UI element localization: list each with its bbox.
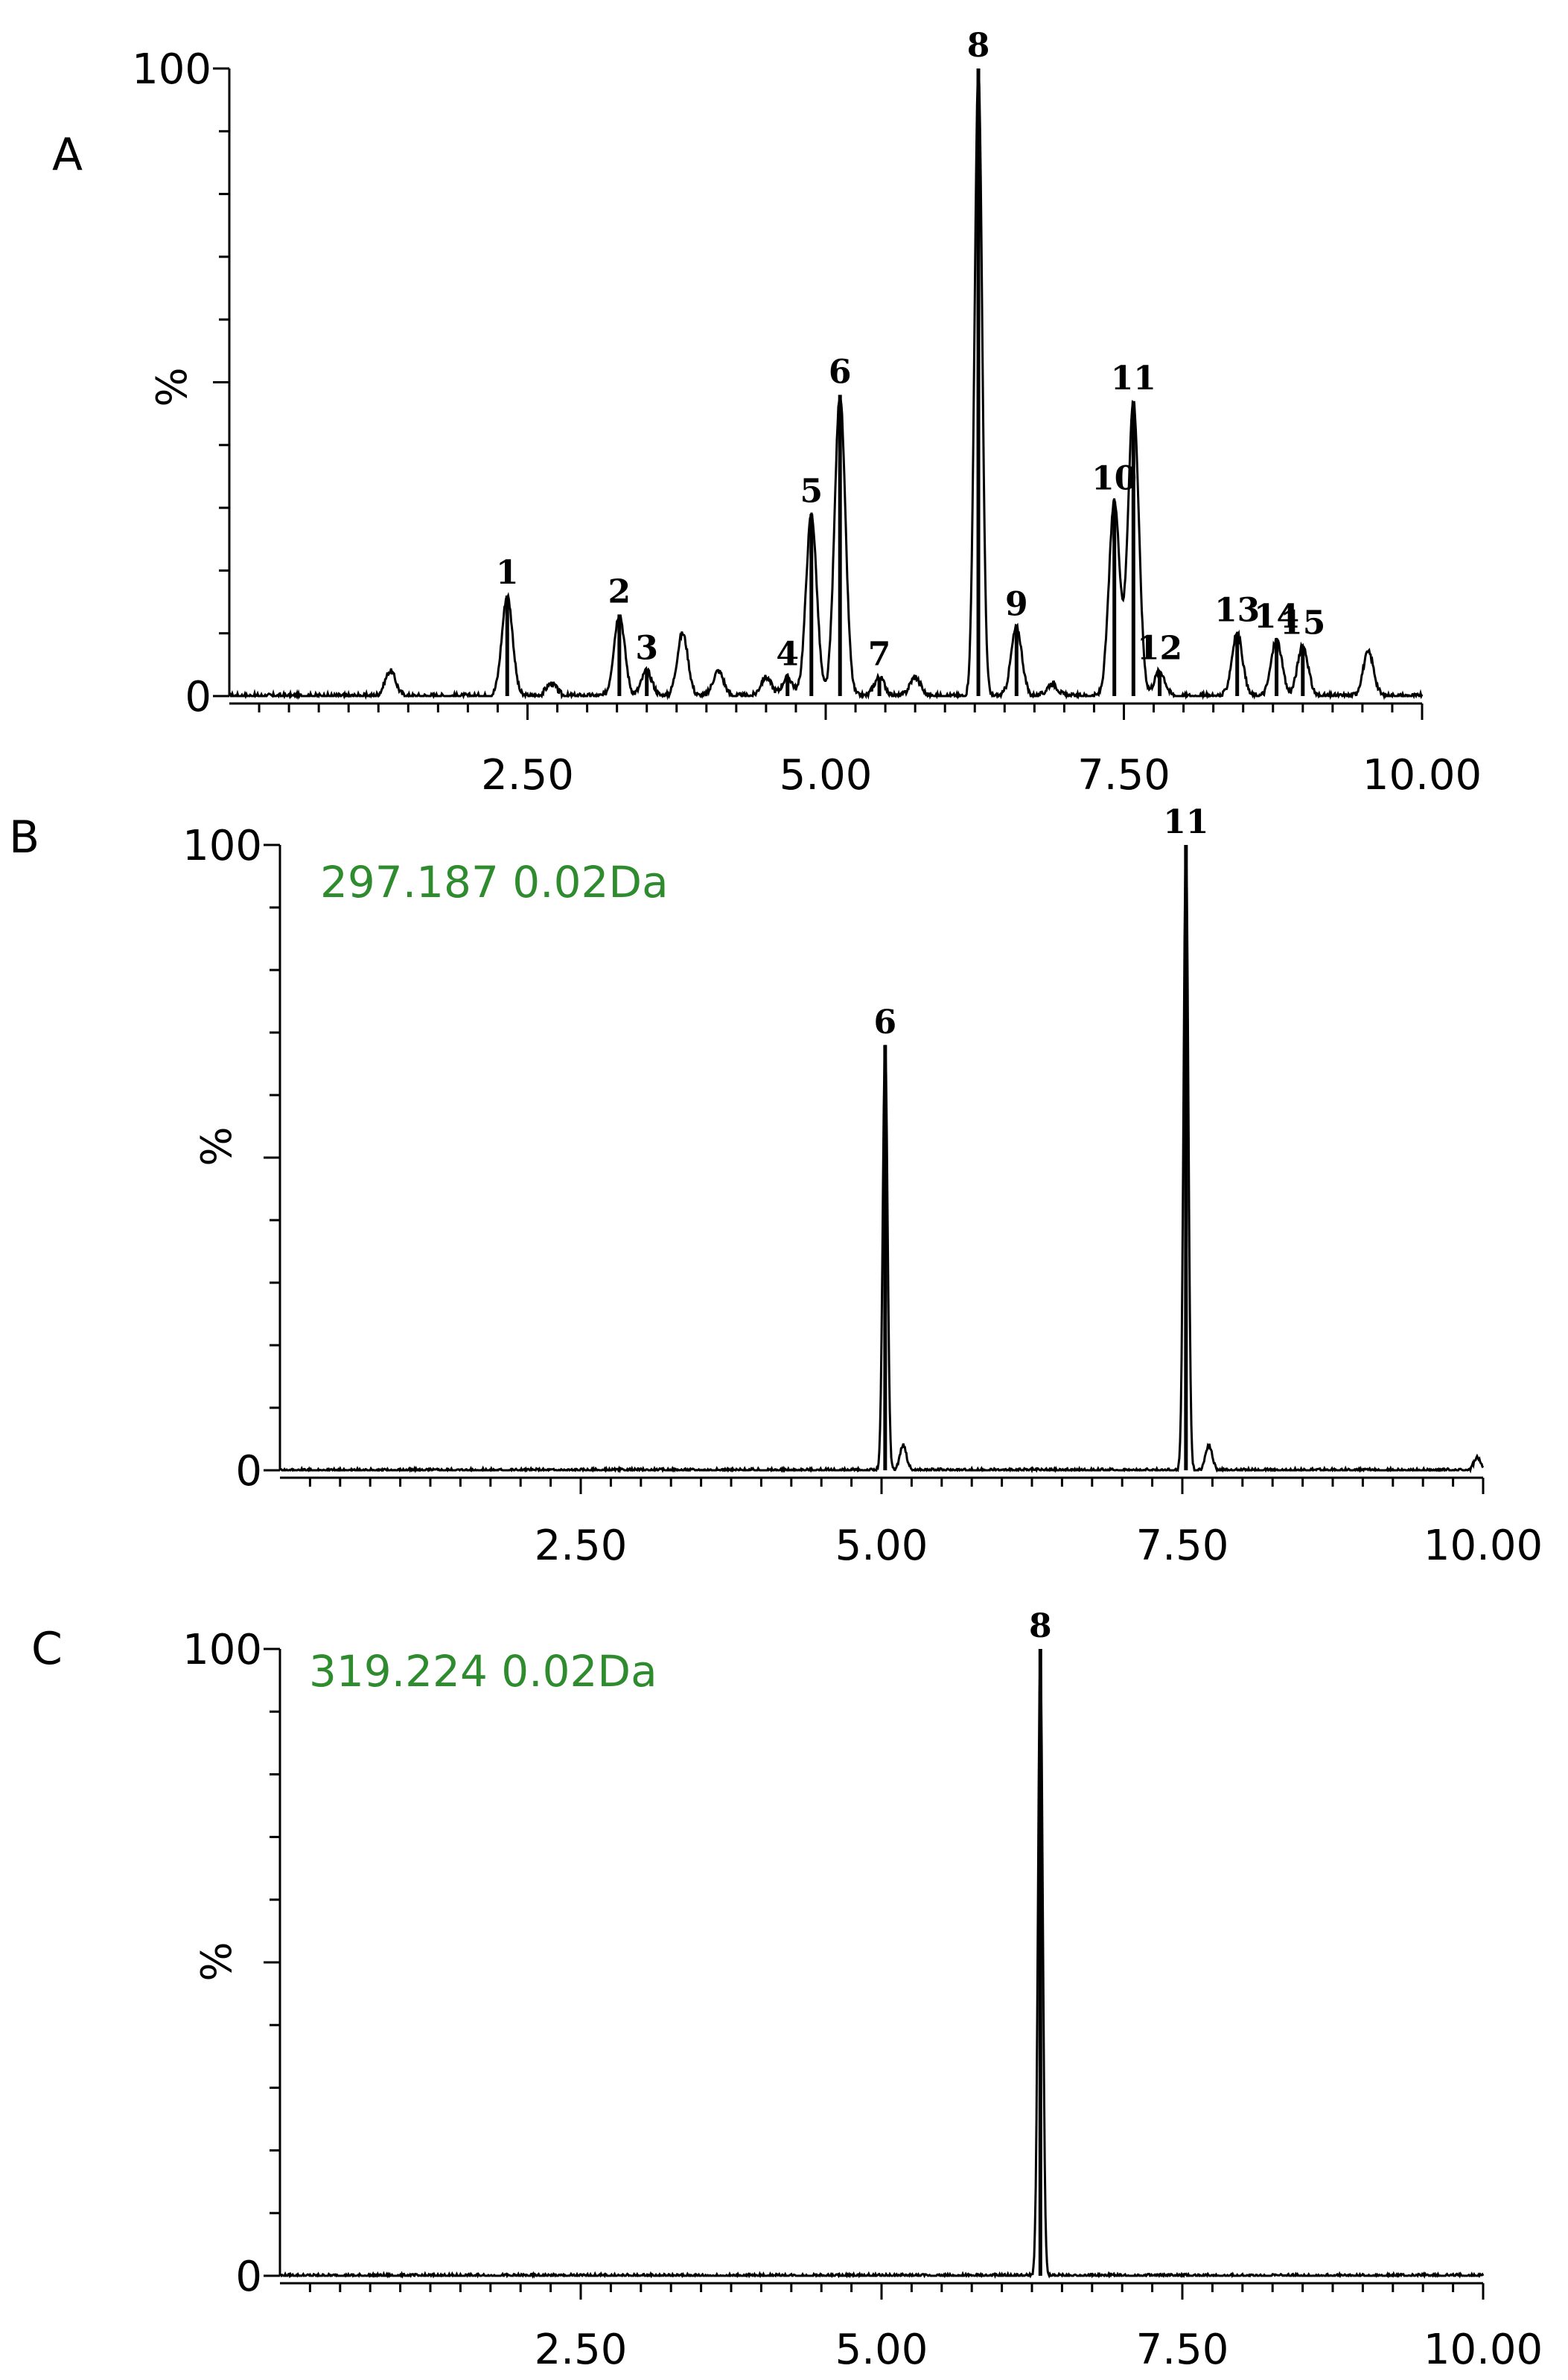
peak-label: 11 [1111, 360, 1156, 398]
x-tick-label: 2.50 [481, 751, 574, 800]
panel-c-y-axis-label: % [193, 1942, 241, 1981]
x-tick-label: 10.00 [1363, 751, 1482, 800]
peak-label: 6 [874, 1004, 897, 1041]
panel-b-axes: 0 100 2.50 5.00 7.50 10.00 [182, 822, 1543, 1570]
y-tick-label: 100 [182, 1626, 262, 1674]
panel-c-peak-labels: 8 [1029, 1607, 1052, 1645]
y-tick-label: 0 [185, 673, 211, 721]
x-tick-label: 7.50 [1136, 2326, 1229, 2374]
panel-b: B % 297.187 0.02Da 0 100 2.50 5.00 7.50 10.00… [9, 803, 1543, 1570]
x-tick-label: 5.00 [835, 2326, 928, 2374]
panel-a-trace-group [229, 68, 1424, 701]
panel-c-letter: C [31, 1623, 63, 1675]
panel-b-trace-group [278, 845, 1485, 1474]
panel-c-trace-group [278, 1648, 1485, 2279]
peak-label: 4 [776, 636, 799, 674]
panel-b-y-axis-label: % [193, 1126, 241, 1166]
peak-label: 10 [1091, 460, 1137, 498]
x-tick-label: 7.50 [1077, 751, 1170, 800]
y-tick-label: 0 [235, 1447, 262, 1496]
peak-label: 13 [1214, 592, 1260, 630]
peak-label: 6 [829, 353, 852, 391]
y-tick-label: 0 [235, 2253, 262, 2301]
peak-label: 14 [1254, 598, 1299, 636]
x-tick-label: 7.50 [1136, 1522, 1229, 1570]
peak-label: 8 [967, 27, 990, 65]
chromatogram-trace [229, 69, 1424, 701]
peak-label: 9 [1005, 585, 1028, 623]
x-tick-label: 5.00 [780, 751, 873, 800]
panel-a-y-axis-label: % [148, 367, 197, 406]
peak-label: 2 [608, 572, 631, 610]
peak-label: 3 [635, 629, 658, 667]
x-tick-label: 2.50 [535, 1522, 628, 1570]
peak-label: 11 [1163, 803, 1208, 841]
y-tick-label: 100 [132, 45, 211, 94]
panel-a-axes: 0 100 2.50 5.00 7.50 10.00 [132, 45, 1482, 800]
x-tick-label: 10.00 [1424, 2326, 1543, 2374]
x-tick-label: 10.00 [1424, 1522, 1543, 1570]
panel-a-letter: A [52, 129, 83, 181]
panel-c-axes: 0 100 2.50 5.00 7.50 10.00 [182, 1626, 1543, 2374]
x-tick-label: 5.00 [835, 1522, 928, 1570]
panel-b-mass-label: 297.187 0.02Da [320, 857, 669, 907]
x-tick-label: 2.50 [535, 2326, 628, 2374]
peak-label: 12 [1137, 629, 1182, 667]
panel-b-peak-labels: 6 11 [874, 803, 1209, 1041]
chromatogram-trace [278, 847, 1485, 1474]
peak-label: 1 [496, 554, 519, 592]
peak-label: 8 [1029, 1607, 1052, 1645]
chromatogram-trace [278, 1648, 1485, 2279]
panel-b-letter: B [9, 811, 39, 864]
peak-label: 7 [868, 636, 891, 674]
peak-label: 15 [1280, 604, 1325, 642]
panel-c-mass-label: 319.224 0.02Da [309, 1646, 657, 1697]
panel-c: C % 319.224 0.02Da 0 100 2.50 5.00 7.50 10.00… [31, 1607, 1543, 2374]
peak-label: 5 [800, 473, 823, 511]
y-tick-label: 100 [182, 822, 262, 870]
